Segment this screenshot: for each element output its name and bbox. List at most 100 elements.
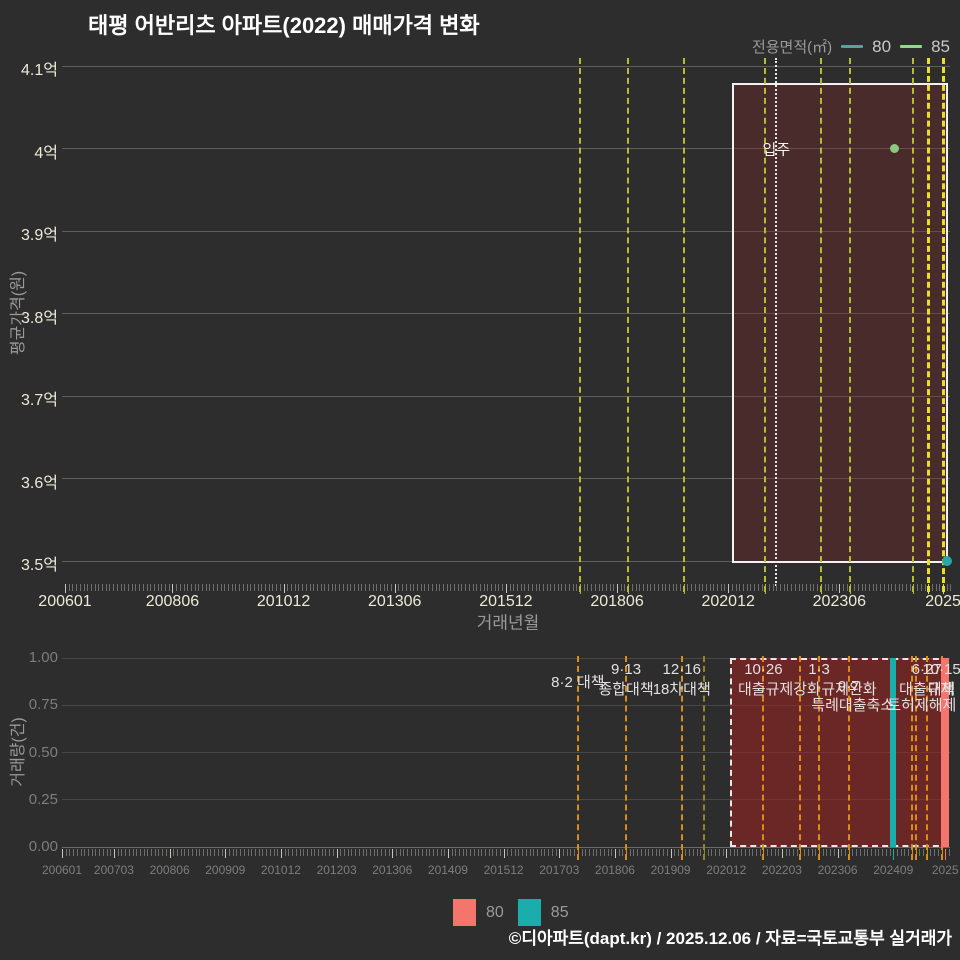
price-axis-tick	[839, 584, 841, 593]
volume-axis-tick	[737, 849, 739, 856]
price-axis-tick	[557, 584, 559, 591]
price-axis-tick	[809, 584, 811, 591]
series-80-line-swatch[interactable]	[841, 45, 864, 48]
volume-axis-tick	[310, 849, 312, 856]
volume-axis-tick	[377, 849, 379, 856]
volume-axis-tick	[893, 849, 895, 860]
price-axis-tick	[302, 584, 304, 591]
volume-axis-tick	[537, 849, 538, 856]
price-ytick-label: 4.1억	[21, 62, 58, 79]
volume-axis-tick	[659, 849, 661, 856]
bar-80-swatch[interactable]	[453, 899, 476, 926]
volume-axis-tick	[804, 849, 806, 856]
volume-axis-tick	[473, 849, 475, 856]
volume-axis-tick	[926, 849, 928, 860]
volume-axis-tick	[822, 849, 824, 856]
volume-axis-tick	[366, 849, 368, 856]
price-axis-tick	[313, 584, 315, 591]
volume-axis-tick	[752, 849, 754, 856]
volume-axis-tick	[147, 849, 149, 856]
policy-line-price	[912, 58, 915, 592]
price-axis-tick	[794, 584, 796, 591]
price-axis-tick	[183, 584, 185, 591]
price-ytick-label: 4억	[34, 144, 58, 162]
volume-axis-tick	[640, 849, 642, 856]
price-axis-tick	[457, 584, 459, 591]
bar-85-swatch[interactable]	[517, 899, 541, 926]
volume-axis-tick	[280, 849, 282, 858]
volume-xtick-label: 201703	[539, 863, 580, 877]
volume-axis-tick	[381, 849, 383, 856]
price-axis-tick	[620, 584, 622, 591]
price-axis-tick	[835, 584, 837, 591]
volume-axis-tick	[76, 849, 78, 856]
price-axis-tick	[479, 584, 481, 591]
volume-axis-tick	[273, 849, 275, 856]
price-axis-tick	[124, 584, 126, 591]
volume-axis-tick	[470, 849, 472, 856]
price-axis-tick	[824, 584, 826, 591]
volume-bar-85[interactable]	[890, 658, 897, 847]
volume-axis-tick	[793, 849, 795, 856]
volume-axis-tick	[904, 849, 906, 856]
volume-axis-tick	[718, 849, 720, 856]
volume-xtick-label: 201909	[650, 863, 691, 877]
price-axis-tick	[102, 584, 104, 591]
volume-axis-tick	[362, 849, 364, 856]
price-point-85[interactable]	[890, 144, 900, 153]
volume-axis-tick	[889, 849, 891, 856]
volume-axis-tick	[911, 849, 913, 860]
price-axis-tick	[161, 584, 163, 591]
price-axis-tick	[683, 584, 685, 594]
bar-85-label[interactable]: 85	[550, 903, 569, 921]
bar-80-label[interactable]: 80	[486, 903, 504, 921]
volume-axis-tick	[685, 849, 687, 856]
volume-axis-tick	[511, 849, 513, 856]
price-axis-tick	[365, 584, 367, 591]
series-80-label[interactable]: 80	[872, 36, 892, 56]
price-axis-tick	[291, 584, 292, 591]
volume-xtick-label: 201012	[260, 863, 301, 877]
volume-axis-tick	[689, 849, 691, 856]
volume-axis-tick	[199, 849, 201, 856]
price-gridline	[62, 230, 950, 232]
volume-axis-tick	[588, 849, 590, 856]
price-axis-tick	[272, 584, 274, 591]
price-gridline	[62, 313, 950, 314]
series-85-line-swatch[interactable]	[900, 45, 923, 48]
price-axis-tick	[542, 584, 544, 591]
volume-gridline	[62, 799, 950, 801]
price-axis-tick	[320, 584, 322, 591]
price-axis-tick	[413, 584, 415, 591]
policy-annotation: 9·7	[837, 677, 860, 695]
volume-axis-tick	[826, 849, 828, 856]
series-85-label[interactable]: 85	[931, 36, 950, 56]
volume-axis-tick	[837, 849, 839, 858]
price-axis-tick	[279, 584, 281, 591]
price-range-box	[731, 82, 948, 563]
price-axis-tick	[346, 584, 348, 591]
volume-axis-tick	[403, 849, 405, 856]
volume-bar-80[interactable]	[941, 658, 950, 847]
price-axis-tick	[435, 584, 437, 591]
volume-axis-tick	[351, 849, 353, 856]
price-axis-tick	[483, 584, 485, 591]
volume-axis-tick	[937, 849, 939, 856]
price-axis-tick	[920, 584, 922, 591]
price-axis-tick	[309, 584, 311, 591]
price-axis-tick	[79, 584, 81, 591]
price-axis-tick	[239, 584, 241, 591]
policy-line-price	[578, 58, 581, 592]
price-point-80[interactable]	[941, 556, 952, 566]
volume-axis-tick	[485, 849, 487, 856]
price-axis-tick	[405, 584, 407, 591]
volume-axis-tick	[819, 849, 821, 860]
volume-axis-tick	[551, 849, 553, 856]
price-axis-tick	[194, 584, 196, 591]
price-xtick-label: 202306	[812, 593, 867, 610]
volume-axis-tick	[165, 849, 167, 856]
volume-axis-tick	[99, 849, 101, 856]
volume-axis-tick	[811, 849, 813, 856]
volume-axis-tick	[562, 849, 564, 856]
